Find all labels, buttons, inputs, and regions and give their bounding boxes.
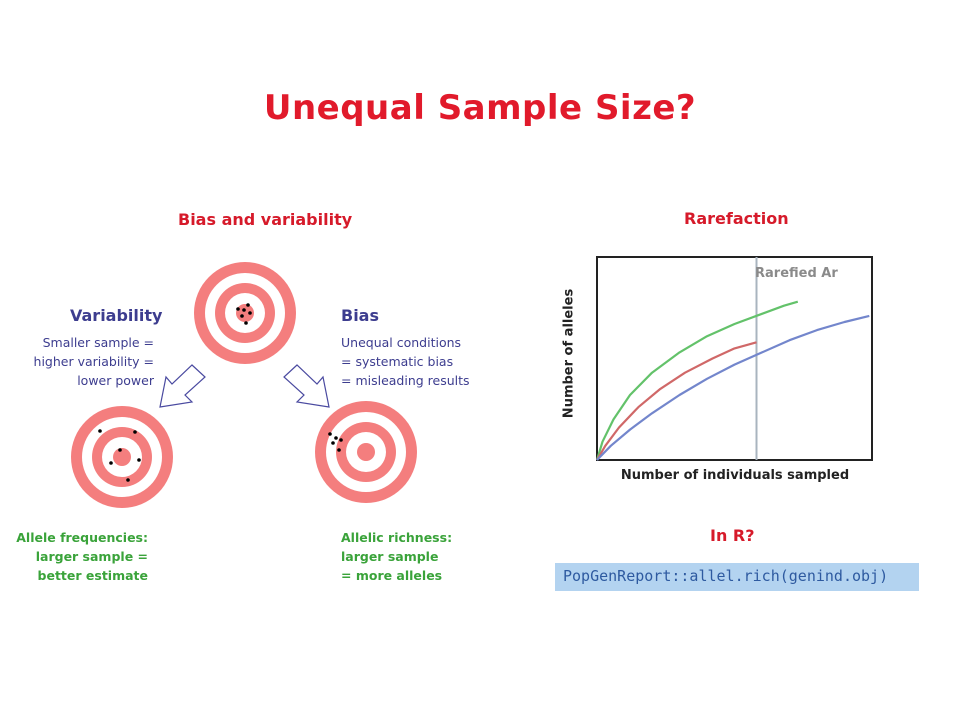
allele-frequencies-notes: Allele frequencies: larger sample = bett…	[14, 528, 148, 585]
rarefaction-heading: Rarefaction	[684, 209, 789, 228]
variability-line-2: higher variability =	[33, 354, 154, 369]
code-snippet: PopGenReport::allel.rich(genind.obj)	[563, 567, 889, 585]
slide-title: Unequal Sample Size?	[263, 88, 697, 128]
bias-notes: Unequal conditions = systematic bias = m…	[341, 333, 481, 390]
chart-x-axis-label: Number of individuals sampled	[620, 468, 850, 483]
allelic-richness-line-3: = more alleles	[341, 568, 443, 583]
bias-label: Bias	[341, 306, 379, 325]
chart-frame	[596, 256, 873, 461]
allele-freq-line-2: larger sample =	[35, 549, 148, 564]
variability-label: Variability	[70, 306, 163, 325]
target-bottom-right	[315, 401, 417, 503]
series-line-2	[596, 341, 757, 461]
variability-line-1: Smaller sample =	[42, 335, 154, 350]
arrow-right-icon	[283, 364, 330, 408]
arrow-left-icon	[159, 364, 206, 408]
allelic-richness-line-2: larger sample	[341, 549, 439, 564]
bias-variability-heading: Bias and variability	[178, 210, 353, 229]
allele-freq-line-3: better estimate	[37, 568, 148, 583]
series-line-1	[595, 300, 799, 461]
target-bottom-left	[71, 406, 173, 508]
allelic-richness-notes: Allelic richness: larger sample = more a…	[341, 528, 471, 585]
allelic-richness-line-1: Allelic richness:	[341, 530, 453, 545]
bias-line-2: = systematic bias	[341, 354, 454, 369]
chart-y-axis-label: Number of alleles	[561, 288, 577, 419]
allele-freq-line-1: Allele frequencies:	[16, 530, 148, 545]
bias-line-1: Unequal conditions	[341, 335, 462, 350]
variability-line-3: lower power	[77, 373, 154, 388]
in-r-label: In R?	[710, 526, 755, 545]
series-line-3	[596, 314, 870, 461]
target-top	[194, 262, 296, 364]
code-snippet-box	[555, 563, 919, 591]
rarefied-ar-label: Rarefied Ar	[755, 266, 838, 281]
variability-notes: Smaller sample = higher variability = lo…	[30, 333, 154, 390]
bias-line-3: = misleading results	[341, 373, 470, 388]
